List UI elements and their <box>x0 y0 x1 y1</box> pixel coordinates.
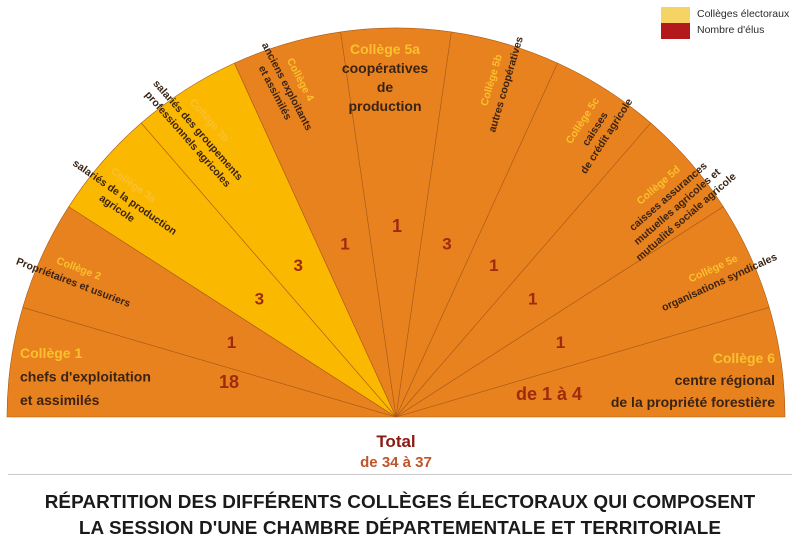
svg-text:centre régional: centre régional <box>675 372 775 388</box>
svg-text:18: 18 <box>219 372 239 392</box>
svg-text:Total: Total <box>376 432 415 451</box>
svg-text:coopératives: coopératives <box>342 60 429 76</box>
svg-text:1: 1 <box>528 290 537 309</box>
svg-text:Collège 1: Collège 1 <box>20 345 82 361</box>
svg-text:1: 1 <box>489 256 498 275</box>
svg-text:1: 1 <box>227 333 236 352</box>
svg-text:production: production <box>348 98 421 114</box>
svg-text:de 34 à 37: de 34 à 37 <box>360 454 432 471</box>
svg-text:3: 3 <box>442 234 451 253</box>
svg-text:1: 1 <box>340 234 349 253</box>
svg-text:1: 1 <box>556 333 565 352</box>
svg-text:de: de <box>377 79 394 95</box>
svg-text:Collège 6: Collège 6 <box>713 350 775 366</box>
svg-text:1: 1 <box>392 216 402 236</box>
svg-text:de la propriété forestière: de la propriété forestière <box>611 394 775 410</box>
svg-text:3: 3 <box>255 290 264 309</box>
svg-text:de 1 à 4: de 1 à 4 <box>516 384 582 404</box>
svg-text:3: 3 <box>293 256 302 275</box>
svg-text:et assimilés: et assimilés <box>20 392 100 408</box>
svg-text:chefs d'exploitation: chefs d'exploitation <box>20 369 151 385</box>
svg-text:Collège 5a: Collège 5a <box>350 41 420 57</box>
